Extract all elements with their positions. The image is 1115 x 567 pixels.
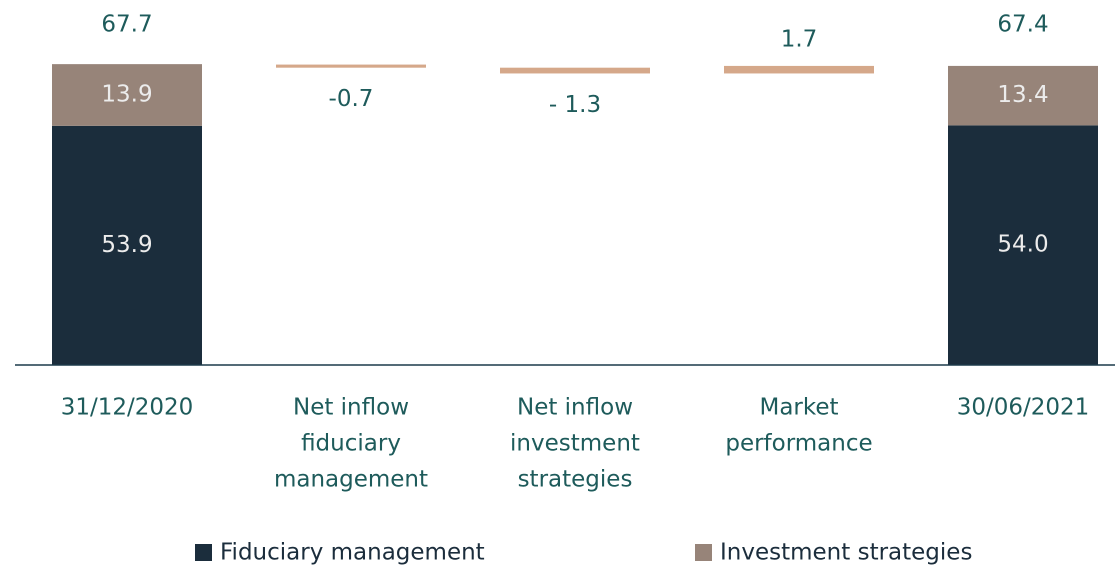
x-tick-label: strategies [518,467,633,493]
segment-label: 13.9 [101,81,152,107]
change-label: -0.7 [329,86,374,112]
change-bar [276,64,426,68]
x-tick-label: Market [759,395,838,421]
x-tick-label: Net inflow [293,395,409,421]
x-tick-label: performance [725,431,872,457]
x-tick-label: investment [510,431,640,457]
legend-label: Investment strategies [720,540,972,566]
bar-segment [52,125,202,365]
segment-label: 53.9 [101,232,152,258]
x-tick-label: 31/12/2020 [61,395,194,421]
bar-segment [948,65,1098,126]
change-bar [724,65,874,74]
legend-swatch [695,544,712,561]
x-tick-label: Net inflow [517,395,633,421]
legend-label: Fiduciary management [220,540,485,566]
x-tick-label: management [274,467,428,493]
change-label: - 1.3 [549,92,601,118]
segment-label: 13.4 [997,82,1048,108]
x-tick-label: 30/06/2021 [957,395,1090,421]
change-label: 1.7 [781,26,818,52]
x-tick-label: fiduciary [301,431,401,457]
bar-segment [52,64,202,126]
legend-swatch [195,544,212,561]
total-label: 67.7 [101,12,152,38]
change-bar [500,67,650,74]
total-label: 67.4 [997,12,1048,38]
segment-label: 54.0 [997,232,1048,258]
bar-segment [948,125,1098,365]
